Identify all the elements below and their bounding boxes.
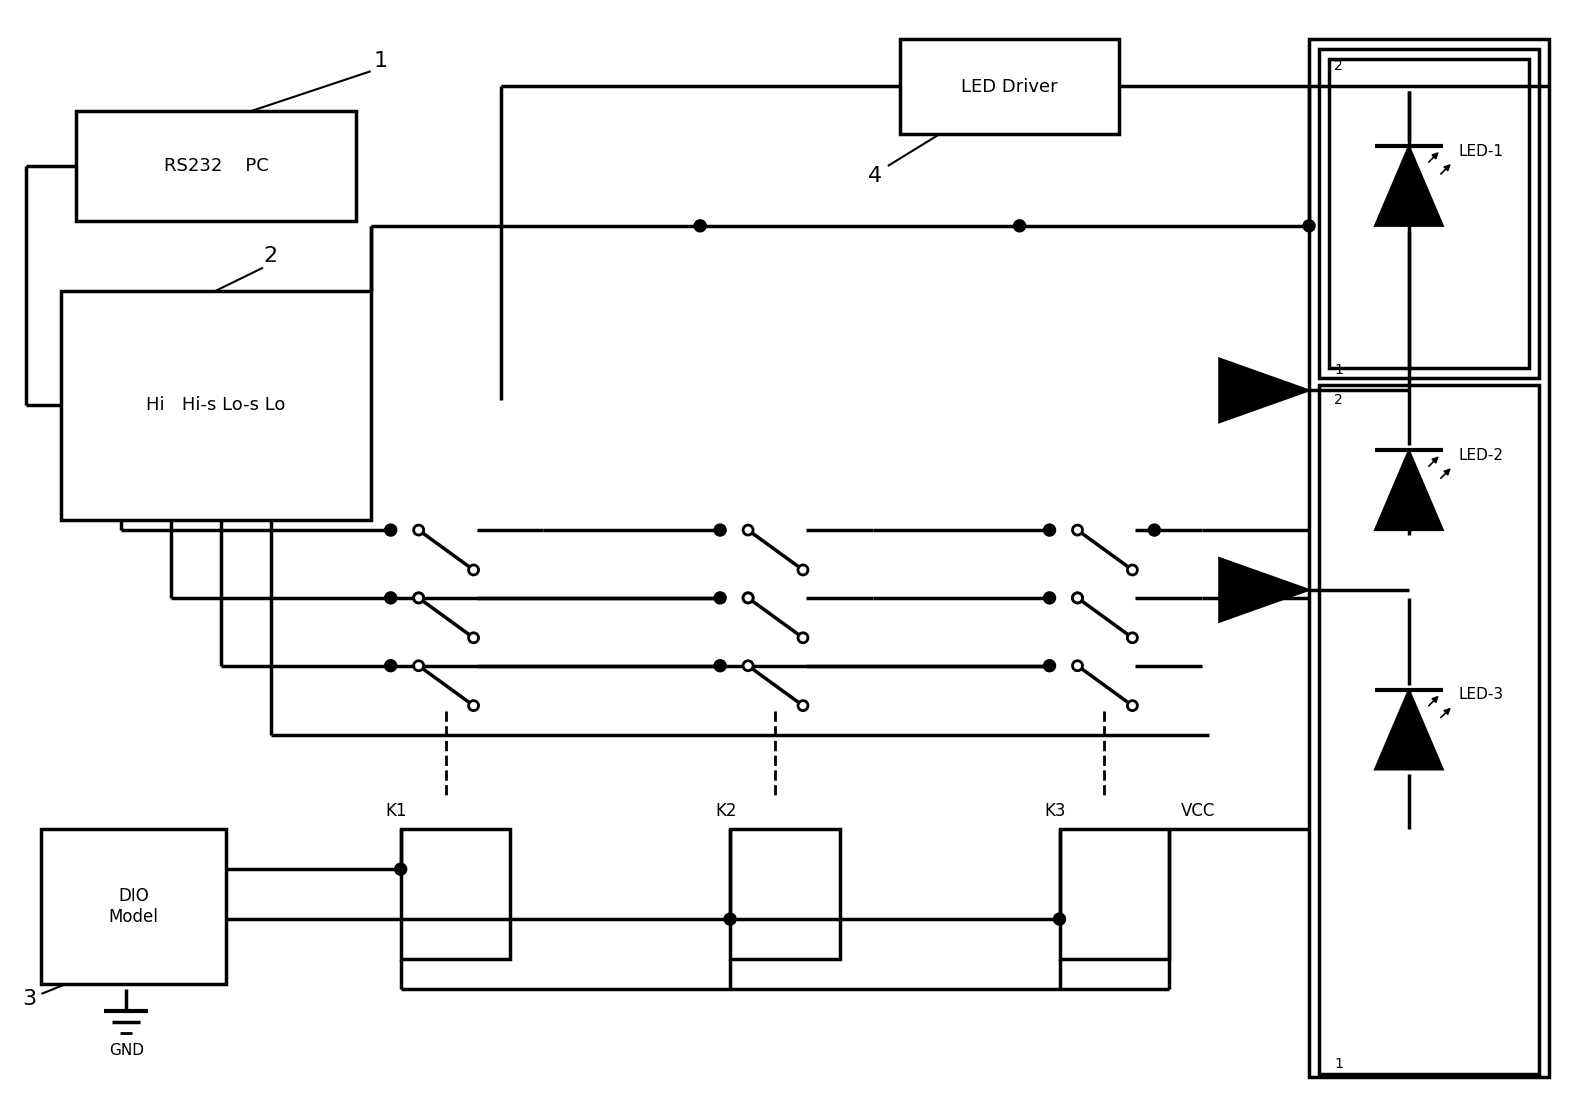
Circle shape	[469, 565, 479, 575]
Text: 3: 3	[22, 988, 36, 1009]
Text: Hi   Hi-s Lo-s Lo: Hi Hi-s Lo-s Lo	[147, 397, 286, 414]
Circle shape	[1128, 700, 1138, 710]
Text: K3: K3	[1044, 802, 1067, 820]
Circle shape	[1073, 593, 1082, 603]
Circle shape	[1304, 219, 1315, 232]
Circle shape	[1073, 660, 1082, 670]
Text: 2: 2	[1334, 393, 1343, 408]
Bar	[41, 829, 226, 984]
Bar	[62, 290, 371, 520]
Polygon shape	[1375, 689, 1443, 769]
Text: 2: 2	[264, 246, 278, 266]
Text: RS232    PC: RS232 PC	[164, 157, 269, 175]
Text: K1: K1	[386, 802, 408, 820]
Bar	[401, 829, 510, 960]
Circle shape	[743, 525, 754, 535]
Text: VCC: VCC	[1182, 802, 1215, 820]
Bar	[1319, 386, 1539, 1074]
Circle shape	[1043, 659, 1055, 671]
Bar	[1319, 49, 1539, 379]
Circle shape	[395, 863, 406, 875]
Circle shape	[1043, 524, 1055, 536]
Circle shape	[1073, 525, 1082, 535]
Text: 2: 2	[1334, 59, 1343, 73]
Circle shape	[469, 633, 479, 643]
Circle shape	[384, 592, 397, 604]
Circle shape	[1149, 524, 1160, 536]
Text: DIO
Model: DIO Model	[109, 888, 158, 926]
Circle shape	[1073, 593, 1082, 603]
Circle shape	[384, 659, 397, 671]
Circle shape	[743, 593, 754, 603]
Circle shape	[714, 524, 727, 536]
Circle shape	[414, 593, 423, 603]
Bar	[730, 829, 841, 960]
Text: LED Driver: LED Driver	[961, 78, 1059, 95]
Circle shape	[1128, 565, 1138, 575]
Circle shape	[743, 593, 754, 603]
Circle shape	[714, 592, 727, 604]
Text: LED-2: LED-2	[1458, 448, 1504, 463]
Circle shape	[798, 700, 807, 710]
Circle shape	[1054, 913, 1065, 925]
Circle shape	[743, 660, 754, 670]
Polygon shape	[1220, 558, 1310, 622]
Circle shape	[469, 700, 479, 710]
Text: 1: 1	[373, 51, 387, 71]
Polygon shape	[1375, 450, 1443, 530]
Circle shape	[384, 524, 397, 536]
Polygon shape	[1220, 359, 1310, 422]
Circle shape	[798, 633, 807, 643]
Text: 1: 1	[1334, 1057, 1343, 1070]
Circle shape	[414, 660, 423, 670]
Circle shape	[1128, 633, 1138, 643]
Circle shape	[414, 525, 423, 535]
Text: LED-1: LED-1	[1458, 144, 1504, 158]
Bar	[1329, 59, 1529, 369]
Bar	[1310, 39, 1548, 1077]
Bar	[1060, 829, 1169, 960]
Circle shape	[694, 219, 706, 232]
Text: 4: 4	[867, 166, 882, 186]
Circle shape	[798, 565, 807, 575]
Circle shape	[724, 913, 736, 925]
Polygon shape	[1375, 146, 1443, 226]
Text: LED-3: LED-3	[1458, 687, 1504, 702]
Circle shape	[1043, 592, 1055, 604]
Text: GND: GND	[109, 1044, 144, 1058]
Circle shape	[714, 659, 727, 671]
Circle shape	[414, 593, 423, 603]
Bar	[899, 39, 1119, 134]
Circle shape	[1014, 219, 1025, 232]
Bar	[76, 111, 356, 220]
Text: 1: 1	[1334, 363, 1343, 378]
Text: K2: K2	[716, 802, 736, 820]
